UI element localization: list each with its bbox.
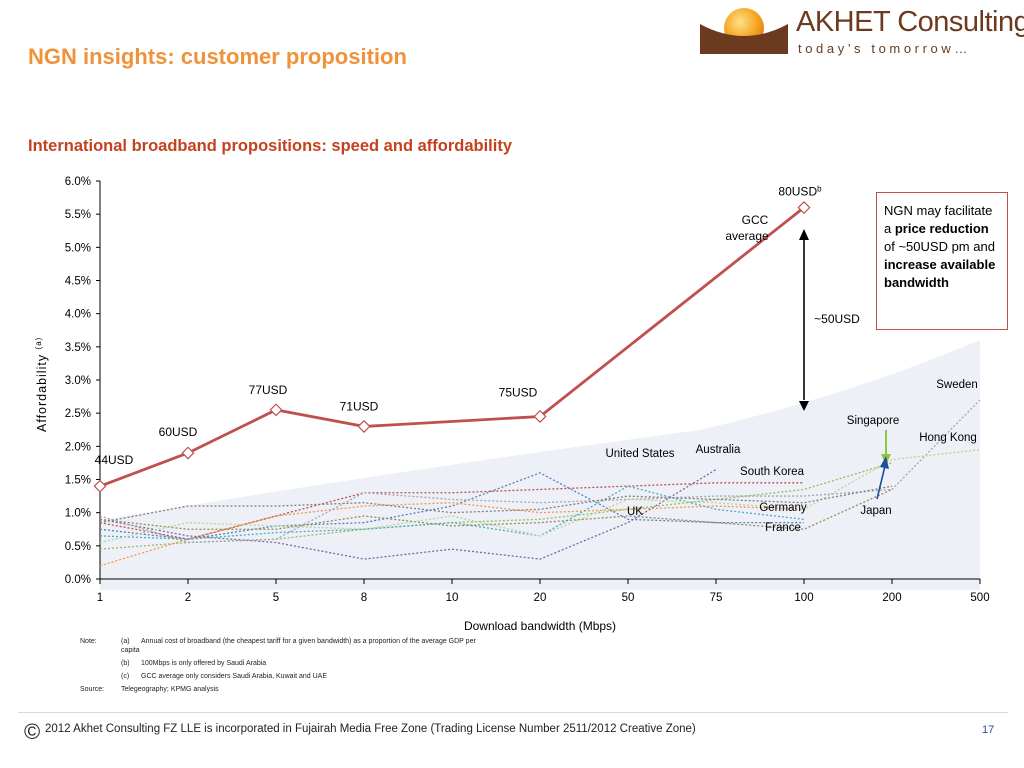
country-series-line <box>99 399 981 544</box>
source-label: Source: <box>80 686 105 693</box>
page-number: 17 <box>982 724 995 736</box>
gcc-data-point <box>93 479 107 493</box>
gcc-series-label-line2: average <box>725 229 769 243</box>
country-series-line <box>99 468 717 560</box>
country-label: Japan <box>860 505 891 517</box>
x-tick-label: 2 <box>185 592 191 604</box>
japan-arrow-line <box>876 465 886 500</box>
logo-sun-icon <box>700 8 788 54</box>
y-tick-label: 5.0% <box>65 242 91 254</box>
gcc-data-label: 77USD <box>249 383 288 397</box>
gcc-data-point <box>797 201 811 215</box>
y-tick-label: 4.5% <box>65 276 91 288</box>
country-label: UK <box>627 506 643 518</box>
gcc-data-label-superscript: b <box>817 185 822 194</box>
y-tick-label: 0.0% <box>65 574 91 586</box>
x-tick-label: 200 <box>882 592 901 604</box>
note-b-key: (b) <box>121 660 130 667</box>
country-series-line <box>99 485 893 524</box>
x-tick-label: 20 <box>534 592 547 604</box>
ngn-callout-box: NGN may facilitate a price reduction of … <box>876 192 1008 330</box>
country-label: Australia <box>696 444 741 456</box>
callout-bold-1: price reduction <box>894 221 989 236</box>
x-tick-label: 8 <box>361 592 367 604</box>
y-tick-label: 3.5% <box>65 342 91 354</box>
country-range-band <box>100 340 980 590</box>
note-a-key: (a) <box>121 638 130 645</box>
country-series-line <box>99 449 981 544</box>
country-series-line <box>99 488 893 530</box>
gcc-data-label: 60USD <box>159 425 198 439</box>
x-tick-label: 1 <box>97 592 103 604</box>
arrow-down-icon <box>799 401 809 411</box>
country-label: Germany <box>759 502 807 514</box>
footer-text: 2012 Akhet Consulting FZ LLE is incorpor… <box>45 723 696 735</box>
slide-title: NGN insights: customer proposition <box>28 44 407 69</box>
y-tick-label: 6.0% <box>65 176 91 188</box>
x-tick-label: 75 <box>710 592 723 604</box>
note-b-text: 100Mbps is only offered by Saudi Arabia <box>141 660 267 667</box>
note-c-text: GCC average only considers Saudi Arabia,… <box>141 673 327 680</box>
gcc-data-label: 44USD <box>95 453 134 467</box>
callout-text-2: of ~50USD pm and <box>884 239 995 254</box>
x-tick-label: 500 <box>970 592 989 604</box>
country-series-line <box>99 485 805 540</box>
y-tick-label: 5.5% <box>65 209 91 221</box>
country-label: South Korea <box>740 466 805 478</box>
y-tick-label: 2.5% <box>65 408 91 420</box>
y-axis-title: Affordability (a) <box>34 337 49 432</box>
y-tick-label: 4.0% <box>65 309 91 321</box>
y-tick-label: 1.5% <box>65 475 91 487</box>
y-tick-label: 2.0% <box>65 441 91 453</box>
x-axis-title: Download bandwidth (Mbps) <box>464 619 616 633</box>
source-text: Telegeography; KPMG analysis <box>121 686 219 693</box>
gcc-data-point <box>357 419 371 433</box>
logo-tagline: today’s tomorrow… <box>798 41 971 56</box>
copyright-icon: © <box>24 719 41 744</box>
chart-title: International broadband propositions: sp… <box>28 137 513 155</box>
gcc-data-label: 71USD <box>340 399 379 413</box>
x-tick-label: 50 <box>622 592 635 604</box>
gcc-series-line <box>99 206 805 488</box>
country-label: France <box>765 522 801 534</box>
y-tick-label: 0.5% <box>65 541 91 553</box>
note-a-text-2: capita <box>121 647 140 654</box>
arrow-up-icon <box>799 229 809 240</box>
footer-divider <box>18 712 1008 713</box>
country-series-line <box>99 462 893 550</box>
country-label: Singapore <box>847 415 899 427</box>
country-label: Sweden <box>936 379 978 391</box>
note-c-key: (c) <box>121 673 130 680</box>
x-tick-label: 10 <box>446 592 459 604</box>
callout-bold-2: increase available bandwidth <box>884 257 996 290</box>
gcc-data-label: 75USD <box>499 385 538 399</box>
affordability-chart: 0.0% 0.5% 1.0% 1.5% 2.0% 2.5% 3.0% 3.5% 4.0% 4.5%… <box>34 176 990 633</box>
gcc-data-point <box>533 409 547 423</box>
note-a-text: Annual cost of broadband (the cheapest t… <box>141 638 476 645</box>
x-tick-label: 5 <box>273 592 279 604</box>
arrow-up-icon <box>880 456 889 469</box>
country-label: Hong Kong <box>919 432 977 444</box>
y-axis-title-superscript: (a) <box>34 337 43 350</box>
gcc-data-point <box>269 403 283 417</box>
gcc-data-point <box>181 446 195 460</box>
gcc-data-label: 80USDb <box>778 185 822 199</box>
y-tick-label: 1.0% <box>65 508 91 520</box>
note-label: Note: <box>80 638 97 645</box>
callout-text-1: NGN may facilitate a <box>884 203 993 236</box>
x-tick-label: 100 <box>794 592 813 604</box>
price-gap-label: ~50USD <box>814 312 860 326</box>
logo-name: AKHET Consulting <box>796 6 1024 38</box>
gcc-series-label: GCC <box>742 213 769 227</box>
y-tick-label: 3.0% <box>65 375 91 387</box>
country-label: United States <box>605 448 674 460</box>
